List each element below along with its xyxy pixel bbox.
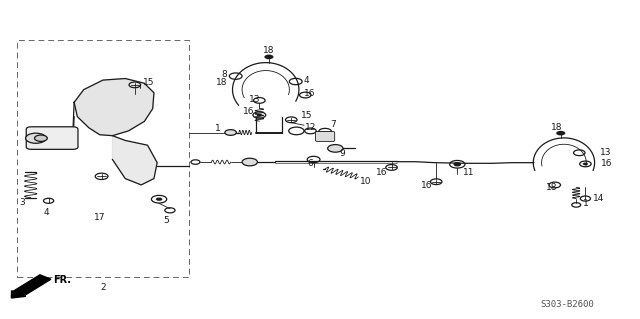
Text: 17: 17 — [94, 213, 106, 222]
Bar — [17, 41, 189, 277]
FancyBboxPatch shape — [316, 131, 335, 141]
Text: 16: 16 — [601, 160, 612, 168]
Text: 18: 18 — [216, 78, 227, 87]
Circle shape — [225, 130, 236, 135]
Text: 14: 14 — [593, 194, 604, 203]
Text: 10: 10 — [360, 177, 371, 186]
Text: FR.: FR. — [53, 275, 71, 285]
Text: 1: 1 — [215, 124, 221, 133]
Text: 1: 1 — [582, 199, 588, 208]
Polygon shape — [113, 136, 157, 185]
FancyBboxPatch shape — [26, 127, 78, 149]
Circle shape — [156, 197, 163, 201]
Circle shape — [556, 131, 565, 135]
Circle shape — [35, 135, 47, 141]
Text: 4: 4 — [44, 208, 49, 217]
Text: S303-B2600: S303-B2600 — [540, 300, 594, 309]
Text: 8: 8 — [221, 70, 227, 79]
Circle shape — [242, 158, 257, 166]
Circle shape — [454, 163, 461, 166]
Text: 18: 18 — [550, 123, 562, 132]
Text: 18: 18 — [547, 183, 558, 192]
Text: 7: 7 — [330, 120, 336, 129]
Text: 9: 9 — [339, 149, 345, 158]
Circle shape — [328, 145, 343, 152]
Text: 3: 3 — [19, 197, 25, 207]
Circle shape — [264, 55, 273, 59]
Text: 13: 13 — [600, 148, 611, 157]
Text: 15: 15 — [143, 78, 154, 87]
FancyArrow shape — [12, 275, 51, 298]
Text: 18: 18 — [263, 46, 275, 55]
Circle shape — [257, 114, 262, 116]
Text: 16: 16 — [243, 107, 254, 116]
Text: 6: 6 — [308, 159, 314, 168]
Text: 12: 12 — [305, 122, 317, 132]
Text: 15: 15 — [301, 111, 312, 120]
Text: 5: 5 — [164, 216, 170, 225]
Polygon shape — [74, 78, 154, 136]
Text: 2: 2 — [100, 283, 106, 292]
Circle shape — [583, 163, 588, 165]
Text: 16: 16 — [421, 181, 433, 190]
Text: 4: 4 — [304, 76, 310, 85]
Circle shape — [26, 133, 46, 143]
Text: 11: 11 — [463, 168, 474, 177]
Text: 16: 16 — [304, 89, 316, 98]
Text: 13: 13 — [248, 94, 260, 104]
Text: 16: 16 — [376, 168, 388, 177]
